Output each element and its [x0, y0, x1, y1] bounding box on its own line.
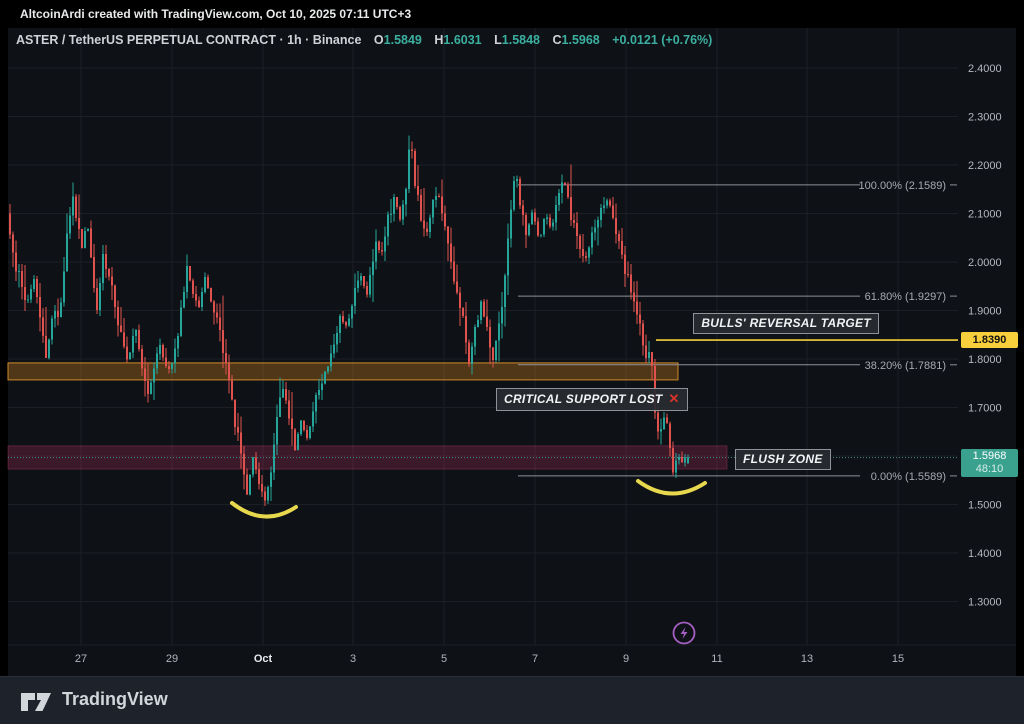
symbol-info-bar: ASTER / TetherUS PERPETUAL CONTRACT · 1h… — [16, 33, 712, 49]
attribution-text: AltcoinArdi created with TradingView.com… — [20, 7, 412, 21]
svg-text:38.20% (1.7881): 38.20% (1.7881) — [865, 360, 946, 372]
target-price-value: 1.8390 — [972, 334, 1007, 346]
open-value: 1.5849 — [383, 33, 422, 47]
low-value: 1.5848 — [501, 33, 540, 47]
close-value: 1.5968 — [561, 33, 600, 47]
svg-text:9: 9 — [623, 653, 629, 665]
tradingview-logo-icon[interactable] — [20, 690, 58, 714]
bottom-arc-1 — [230, 501, 298, 519]
price-scale: 2.4000 2.3000 2.2000 2.1000 2.0000 1.9000 1.80… — [968, 63, 1002, 609]
svg-text:13: 13 — [801, 653, 813, 665]
lightning-marker — [672, 621, 696, 645]
svg-text:61.80% (1.9297): 61.80% (1.9297) — [865, 291, 946, 303]
svg-text:Oct: Oct — [254, 653, 273, 665]
critical-support-lost-text: CRITICAL SUPPORT LOST — [504, 392, 663, 406]
svg-text:1.3000: 1.3000 — [968, 597, 1002, 609]
svg-text:2.1000: 2.1000 — [968, 209, 1002, 221]
svg-text:27: 27 — [75, 653, 87, 665]
grid — [8, 28, 1016, 646]
fib-retracement: 100.00% (2.1589) 61.80% (1.9297) 38.20% (1… — [518, 180, 957, 483]
svg-text:2.3000: 2.3000 — [968, 112, 1002, 124]
svg-text:15: 15 — [892, 653, 904, 665]
candles — [9, 135, 689, 506]
red-x-icon: ✕ — [668, 391, 680, 406]
low-label: L — [494, 33, 502, 47]
svg-text:29: 29 — [166, 653, 178, 665]
symbol-meta: · 1h · Binance — [279, 33, 362, 47]
broken-support-zone — [7, 362, 679, 381]
target-price-tag[interactable]: 1.8390 — [961, 332, 1018, 348]
change-value: +0.0121 (+0.76%) — [612, 33, 713, 47]
time-scale: 27 29 Oct 3 5 7 9 11 13 15 — [75, 653, 904, 665]
svg-text:2.4000: 2.4000 — [968, 63, 1002, 75]
flush-zone — [7, 445, 728, 470]
high-label: H — [434, 33, 444, 47]
flush-zone-label[interactable]: FLUSH ZONE — [735, 449, 831, 470]
bottom-arc-2 — [636, 479, 707, 496]
svg-text:1.8000: 1.8000 — [968, 354, 1002, 366]
bulls-reversal-target-text: BULLS' REVERSAL TARGET — [701, 316, 871, 330]
tradingview-brand-text[interactable]: TradingView — [62, 689, 168, 709]
symbol-title[interactable]: ASTER / TetherUS PERPETUAL CONTRACT — [16, 33, 276, 47]
svg-text:2.0000: 2.0000 — [968, 257, 1002, 269]
attribution-bar: AltcoinArdi created with TradingView.com… — [0, 0, 1024, 28]
footer-bar: TradingView — [0, 676, 1024, 724]
zones — [7, 362, 728, 470]
svg-text:1.5000: 1.5000 — [968, 500, 1002, 512]
bulls-reversal-target-label[interactable]: BULLS' REVERSAL TARGET — [693, 313, 879, 334]
high-value: 1.6031 — [443, 33, 482, 47]
price-chart-canvas[interactable]: 100.00% (2.1589) 61.80% (1.9297) 38.20% (1… — [0, 0, 1024, 676]
bar-countdown: 48:10 — [975, 463, 1004, 475]
current-price-tag[interactable]: 1.5968 48:10 — [961, 449, 1018, 477]
svg-text:100.00% (2.1589): 100.00% (2.1589) — [859, 180, 946, 192]
svg-text:1.9000: 1.9000 — [968, 306, 1002, 318]
svg-text:0.00% (1.5589): 0.00% (1.5589) — [871, 471, 946, 483]
svg-text:1.7000: 1.7000 — [968, 403, 1002, 415]
close-label: C — [552, 33, 562, 47]
svg-text:1.4000: 1.4000 — [968, 548, 1002, 560]
svg-text:5: 5 — [441, 653, 447, 665]
bottom-arcs — [230, 479, 707, 519]
svg-text:11: 11 — [711, 653, 722, 665]
critical-support-lost-label[interactable]: CRITICAL SUPPORT LOST ✕ — [496, 388, 688, 411]
flush-zone-text: FLUSH ZONE — [743, 452, 823, 466]
svg-text:2.2000: 2.2000 — [968, 160, 1002, 172]
current-price-value: 1.5968 — [972, 450, 1007, 462]
svg-text:3: 3 — [350, 653, 356, 665]
open-label: O — [373, 33, 384, 47]
svg-text:7: 7 — [532, 653, 538, 665]
